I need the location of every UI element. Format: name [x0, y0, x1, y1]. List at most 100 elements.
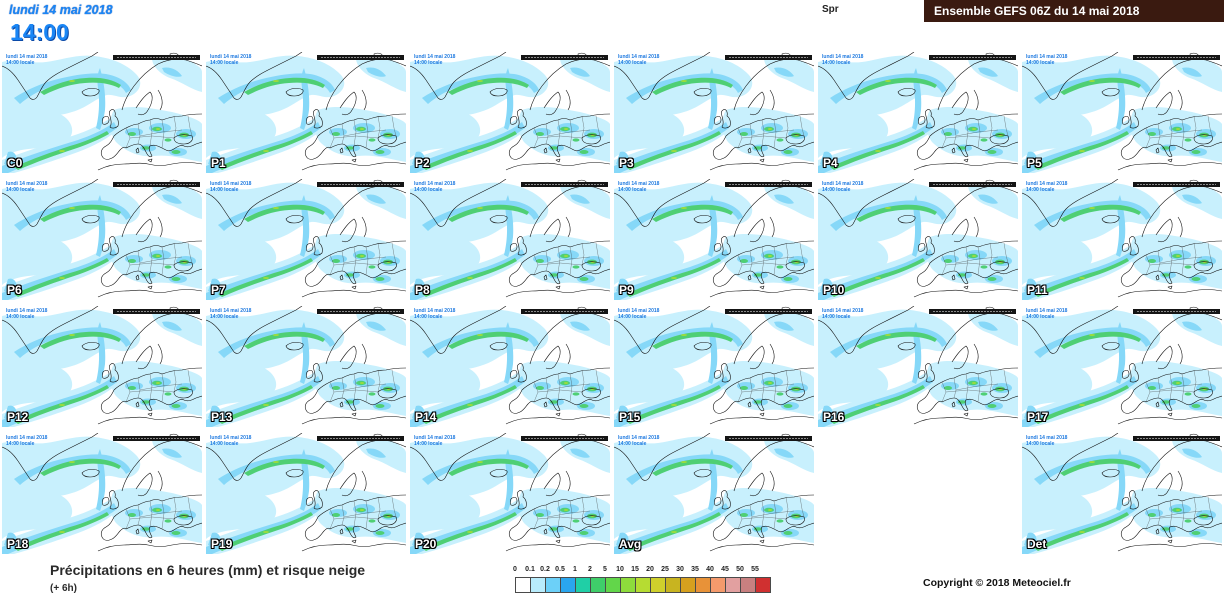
precipitation-color-scale: 0 0.1 0.2 0.5 1 2 5 10 15 20 25 30 35 40 45 50 55 — [513, 566, 771, 594]
map-time: 14:00 locale — [822, 60, 851, 66]
legend-color-swatch — [515, 577, 531, 593]
title-banner: Ensemble GEFS 06Z du 14 mai 2018 — [924, 0, 1224, 22]
precipitation-map — [614, 52, 814, 173]
member-label: P5 — [1027, 156, 1042, 170]
ensemble-member-map: lundi 14 mai 2018 14:00 locale P17 — [1022, 306, 1222, 427]
map-caption-bar — [725, 55, 812, 60]
map-date: lundi 14 mai 2018 — [1026, 435, 1068, 441]
precipitation-map — [2, 179, 202, 300]
precipitation-map — [818, 52, 1018, 173]
map-date: lundi 14 mai 2018 — [618, 308, 660, 314]
ensemble-title: Ensemble GEFS 06Z du 14 mai 2018 — [934, 4, 1140, 18]
map-date: lundi 14 mai 2018 — [618, 181, 660, 187]
legend-color-swatch — [755, 577, 771, 593]
map-caption-bar — [317, 309, 404, 314]
map-caption-bar — [113, 55, 200, 60]
legend-color-swatch — [725, 577, 741, 593]
map-time: 14:00 locale — [1026, 187, 1055, 193]
precipitation-map — [410, 433, 610, 554]
map-date: lundi 14 mai 2018 — [618, 435, 660, 441]
ensemble-member-map: lundi 14 mai 2018 14:00 locale P8 — [410, 179, 610, 300]
map-caption-bar — [317, 182, 404, 187]
map-caption-bar — [929, 309, 1016, 314]
map-time: 14:00 locale — [1026, 441, 1055, 447]
ensemble-member-map: lundi 14 mai 2018 14:00 locale P12 — [2, 306, 202, 427]
map-caption-bar — [521, 309, 608, 314]
product-title: Précipitations en 6 heures (mm) et risqu… — [50, 562, 366, 578]
precipitation-map — [614, 179, 814, 300]
precipitation-map — [206, 52, 406, 173]
map-caption-bar — [317, 55, 404, 60]
member-label: P14 — [415, 410, 437, 424]
member-label: P17 — [1027, 410, 1049, 424]
map-date: lundi 14 mai 2018 — [822, 54, 864, 60]
ensemble-member-map: lundi 14 mai 2018 14:00 locale Det — [1022, 433, 1222, 554]
legend-tick-label: 10 — [616, 566, 624, 573]
map-time: 14:00 locale — [210, 441, 239, 447]
header-date: lundi 14 mai 2018 — [9, 3, 113, 17]
precipitation-map — [206, 179, 406, 300]
legend-tick-label: 0.5 — [555, 566, 565, 573]
member-label: C0 — [7, 156, 23, 170]
map-time: 14:00 locale — [414, 441, 443, 447]
legend-color-swatch — [695, 577, 711, 593]
map-time: 14:00 locale — [618, 441, 647, 447]
legend-color-swatch — [560, 577, 576, 593]
precipitation-map — [818, 306, 1018, 427]
map-caption-bar — [113, 309, 200, 314]
member-label: P6 — [7, 283, 22, 297]
map-caption-bar — [1133, 436, 1220, 441]
map-date: lundi 14 mai 2018 — [210, 435, 252, 441]
legend-tick-label: 30 — [676, 566, 684, 573]
legend-tick-label: 45 — [721, 566, 729, 573]
ensemble-member-map: lundi 14 mai 2018 14:00 locale P18 — [2, 433, 202, 554]
map-date: lundi 14 mai 2018 — [210, 54, 252, 60]
legend-color-swatch — [530, 577, 546, 593]
ensemble-member-map: lundi 14 mai 2018 14:00 locale P2 — [410, 52, 610, 173]
legend-tick-label: 35 — [691, 566, 699, 573]
legend-tick-label: 1 — [573, 566, 577, 573]
map-caption-bar — [521, 182, 608, 187]
map-caption-bar — [725, 436, 812, 441]
ensemble-member-map: lundi 14 mai 2018 14:00 locale P19 — [206, 433, 406, 554]
legend-tick-label: 50 — [736, 566, 744, 573]
member-label: P20 — [415, 537, 437, 551]
member-label: P15 — [619, 410, 641, 424]
member-label: P12 — [7, 410, 29, 424]
ensemble-member-map: lundi 14 mai 2018 14:00 locale P1 — [206, 52, 406, 173]
map-time: 14:00 locale — [210, 60, 239, 66]
map-time: 14:00 locale — [1026, 314, 1055, 320]
precipitation-map — [818, 179, 1018, 300]
legend-color-swatch — [605, 577, 621, 593]
map-time: 14:00 locale — [210, 314, 239, 320]
map-time: 14:00 locale — [414, 314, 443, 320]
legend-color-swatch — [710, 577, 726, 593]
ensemble-map-grid: lundi 14 mai 2018 14:00 locale C0 lundi 14 … — [2, 52, 1222, 554]
copyright-notice: Copyright © 2018 Meteociel.fr — [923, 577, 1071, 589]
ensemble-member-map: lundi 14 mai 2018 14:00 locale P20 — [410, 433, 610, 554]
precipitation-map — [410, 52, 610, 173]
map-date: lundi 14 mai 2018 — [1026, 54, 1068, 60]
precipitation-map — [1022, 433, 1222, 554]
map-caption-bar — [113, 436, 200, 441]
precipitation-map — [206, 306, 406, 427]
legend-tick-label: 0.1 — [525, 566, 535, 573]
legend-tick-label: 20 — [646, 566, 654, 573]
map-time: 14:00 locale — [618, 187, 647, 193]
member-label: P9 — [619, 283, 634, 297]
ensemble-member-map: lundi 14 mai 2018 14:00 locale P10 — [818, 179, 1018, 300]
precipitation-map — [206, 433, 406, 554]
map-time: 14:00 locale — [414, 60, 443, 66]
ensemble-member-map: lundi 14 mai 2018 14:00 locale P11 — [1022, 179, 1222, 300]
ensemble-member-map: lundi 14 mai 2018 14:00 locale P13 — [206, 306, 406, 427]
map-date: lundi 14 mai 2018 — [6, 181, 48, 187]
map-time: 14:00 locale — [414, 187, 443, 193]
legend-color-swatch — [650, 577, 666, 593]
map-date: lundi 14 mai 2018 — [414, 54, 456, 60]
precipitation-map — [1022, 179, 1222, 300]
map-date: lundi 14 mai 2018 — [822, 181, 864, 187]
map-date: lundi 14 mai 2018 — [1026, 181, 1068, 187]
map-time: 14:00 locale — [618, 60, 647, 66]
ensemble-member-map: lundi 14 mai 2018 14:00 locale P14 — [410, 306, 610, 427]
map-time: 14:00 locale — [822, 314, 851, 320]
